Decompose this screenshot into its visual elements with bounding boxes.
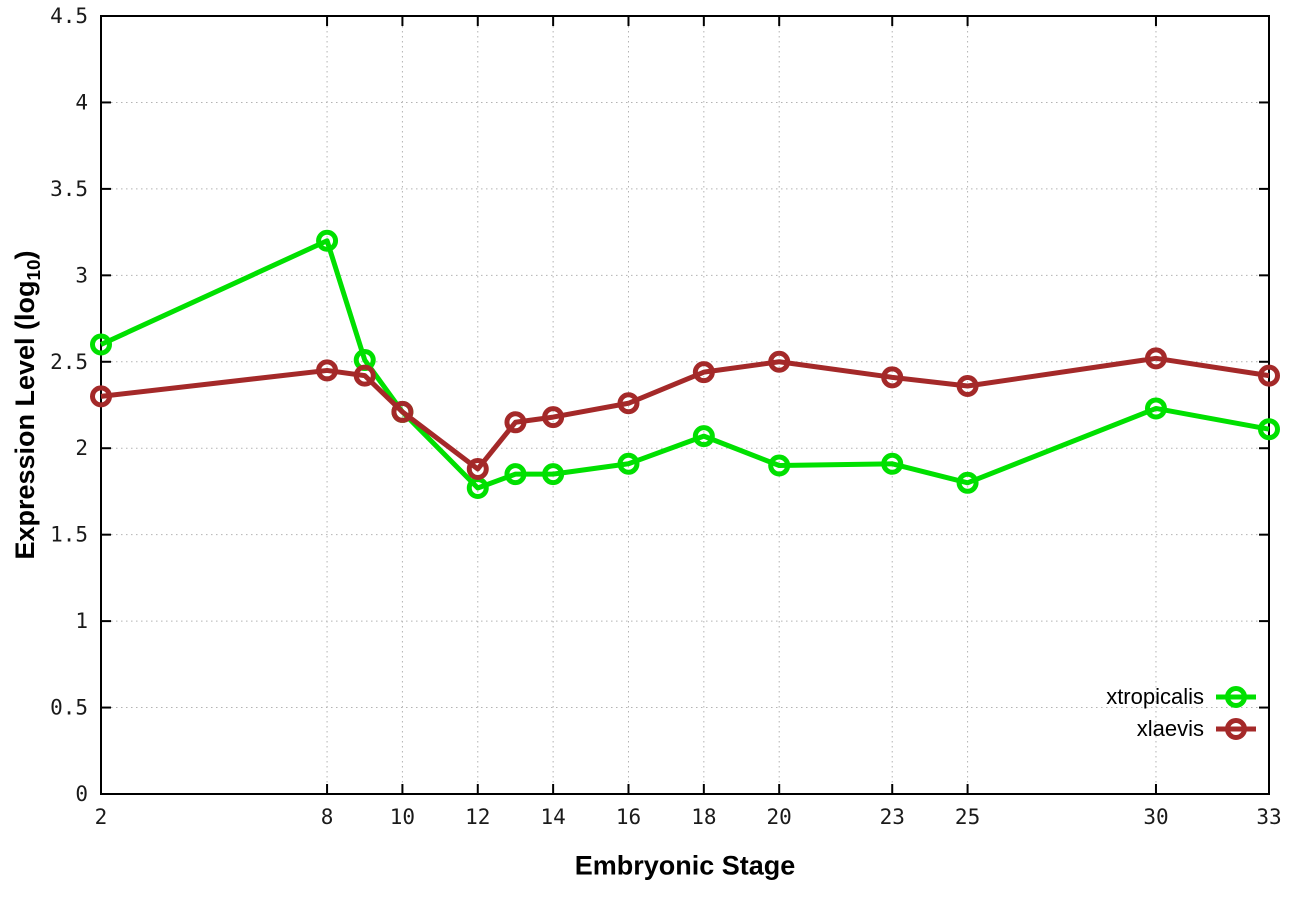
tick-marks <box>100 15 1270 795</box>
x-tick-label: 8 <box>321 805 334 829</box>
data-point-xtropicalis <box>316 229 339 252</box>
x-tick-label: 23 <box>880 805 905 829</box>
x-tick-label: 12 <box>465 805 490 829</box>
data-point-xlaevis <box>956 374 979 397</box>
data-point-xlaevis <box>466 457 489 480</box>
y-tick-labels: 0 0.5 1 1.5 2 2.5 3 3.5 4 4.5 <box>50 4 88 806</box>
data-point-xlaevis <box>90 385 112 408</box>
data-point-xtropicalis <box>90 333 112 356</box>
legend-marker-xlaevis <box>1216 718 1256 740</box>
data-point-xtropicalis <box>881 452 904 475</box>
y-tick-label: 1.5 <box>50 523 88 547</box>
y-axis-title-subscript: 10 <box>24 259 46 281</box>
x-tick-label: 18 <box>691 805 716 829</box>
x-tick-label: 14 <box>540 805 565 829</box>
data-point-xlaevis <box>881 366 904 389</box>
x-tick-label: 33 <box>1256 805 1281 829</box>
series-xlaevis <box>90 347 1280 480</box>
x-tick-labels: 2 8 10 12 14 16 18 20 23 25 30 33 <box>95 805 1282 829</box>
x-tick-label: 30 <box>1143 805 1168 829</box>
data-point-xlaevis <box>617 392 640 415</box>
y-tick-label: 2.5 <box>50 350 88 374</box>
y-tick-label: 4 <box>75 90 88 114</box>
y-tick-label: 0.5 <box>50 696 88 720</box>
x-tick-label: 25 <box>955 805 980 829</box>
data-point-xtropicalis <box>1258 418 1280 441</box>
data-point-xtropicalis <box>692 425 715 448</box>
legend-label-xtropicalis: xtropicalis <box>1106 684 1204 709</box>
y-tick-label: 2 <box>75 436 88 460</box>
gridlines <box>100 15 1270 795</box>
legend-item-xlaevis: xlaevis <box>1137 716 1258 742</box>
data-point-xtropicalis <box>956 471 979 494</box>
data-point-xlaevis <box>692 361 715 384</box>
data-point-xtropicalis <box>504 463 527 486</box>
data-point-xtropicalis <box>768 454 791 477</box>
data-point-xtropicalis <box>542 463 565 486</box>
data-point-xlaevis <box>504 411 527 434</box>
legend-marker-xtropicalis <box>1216 686 1256 708</box>
x-tick-label: 10 <box>390 805 415 829</box>
y-tick-label: 3 <box>75 263 88 287</box>
x-axis-title: Embryonic Stage <box>574 850 796 881</box>
series-line-xlaevis <box>100 355 1270 472</box>
data-point-xtropicalis <box>617 452 640 475</box>
y-tick-label: 3.5 <box>50 177 88 201</box>
y-axis-title-text: Expression Level (log <box>9 280 40 560</box>
y-tick-label: 0 <box>75 782 88 806</box>
y-tick-label: 1 <box>75 609 88 633</box>
y-tick-label: 4.5 <box>50 4 88 28</box>
x-tick-label: 20 <box>767 805 792 829</box>
y-axis-title: Expression Level (log10) <box>10 250 46 559</box>
legend-item-xtropicalis: xtropicalis <box>1106 684 1258 710</box>
data-point-xlaevis <box>1144 347 1167 370</box>
x-tick-label: 16 <box>616 805 641 829</box>
data-point-xlaevis <box>542 406 565 429</box>
plot-frame <box>100 15 1270 795</box>
y-axis-title-close: ) <box>9 250 40 260</box>
series-line-xtropicalis <box>99 238 1270 491</box>
data-point-xtropicalis <box>1144 397 1167 420</box>
data-point-xlaevis <box>1258 364 1280 387</box>
data-point-xlaevis <box>353 364 376 387</box>
legend-label-xlaevis: xlaevis <box>1136 716 1204 741</box>
legend: xtropicalis xlaevis <box>1106 684 1258 742</box>
x-tick-label: 2 <box>95 805 108 829</box>
data-point-xlaevis <box>391 400 414 423</box>
data-point-xlaevis <box>768 350 791 373</box>
data-point-xlaevis <box>316 359 339 382</box>
